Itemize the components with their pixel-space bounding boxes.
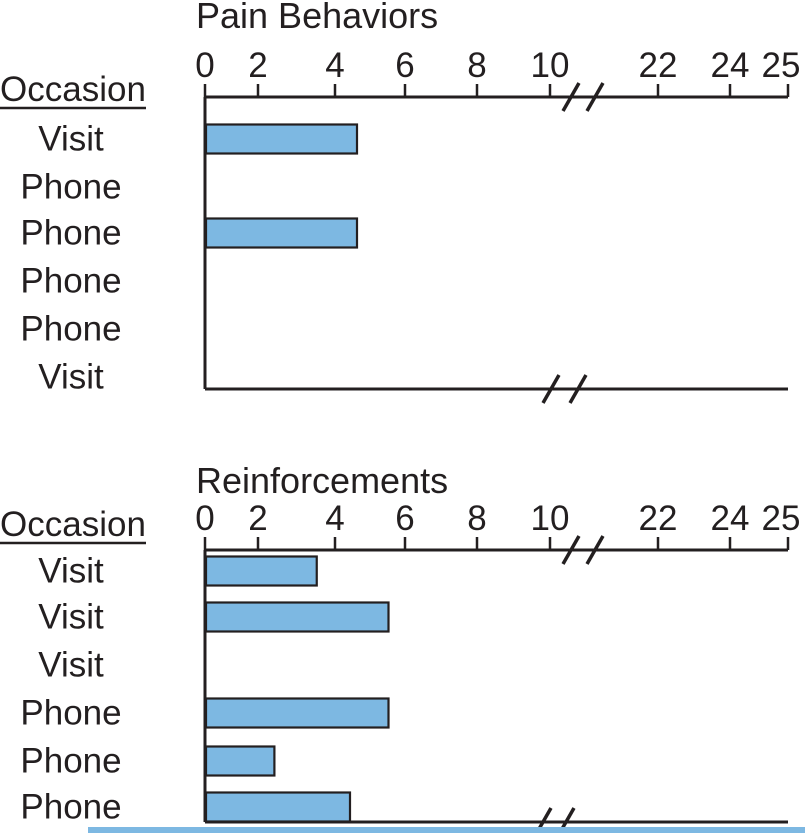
axis-tick-label: 2 (248, 46, 267, 85)
chart-title: Reinforcements (196, 460, 448, 501)
axis-tick-label: 0 (195, 499, 214, 538)
axis-tick-label: 22 (639, 499, 678, 538)
axis-break-slash (561, 535, 581, 565)
axis-tick-label: 0 (195, 46, 214, 85)
axis-tick-label: 4 (325, 499, 344, 538)
axis-tick-label: 8 (467, 499, 486, 538)
bottom-axis-break-marks (541, 374, 588, 404)
axis-tick-label: 10 (531, 46, 570, 85)
axis-tick-label: 24 (711, 499, 750, 538)
bar (204, 791, 352, 823)
occasion-column-header: Occasion (0, 70, 146, 109)
bar (204, 123, 359, 155)
axis-break-slash (541, 374, 561, 404)
axis-tick-label: 6 (395, 499, 414, 538)
axis-tick-label: 4 (325, 46, 344, 85)
axis-tick-label: 6 (395, 46, 414, 85)
axis-tick-label: 2 (248, 499, 267, 538)
axis-break-slash (585, 535, 605, 565)
row-label: Phone (20, 310, 121, 349)
bar (204, 697, 390, 729)
axis-tick-label: 22 (639, 46, 678, 85)
row-label: Visit (38, 646, 104, 685)
bar (204, 601, 390, 633)
axis-break-marks (561, 82, 605, 112)
row-label: Phone (20, 742, 121, 781)
axis-tick-label: 10 (531, 499, 570, 538)
row-label: Phone (20, 788, 121, 827)
axis-break-marks (561, 535, 605, 565)
axis-break-slash (561, 82, 581, 112)
axis-tick-label: 24 (711, 46, 750, 85)
chart-title: Pain Behaviors (196, 0, 438, 36)
occasion-column-header: Occasion (0, 505, 146, 544)
axis-tick-label: 25 (762, 46, 801, 85)
row-label: Phone (20, 694, 121, 733)
bar (204, 217, 359, 249)
bar (204, 555, 318, 587)
row-label: Phone (20, 262, 121, 301)
row-label: Visit (38, 552, 104, 591)
row-label: Phone (20, 214, 121, 253)
row-label: Phone (20, 168, 121, 207)
bottom-edge-partial-bar (88, 827, 805, 833)
bar (204, 745, 276, 777)
row-label: Visit (38, 598, 104, 637)
axis-break-slash (585, 82, 605, 112)
axis-tick-label: 8 (467, 46, 486, 85)
axis-break-slash (568, 374, 588, 404)
axis-tick-label: 25 (762, 499, 801, 538)
row-label: Visit (38, 120, 104, 159)
row-label: Visit (38, 358, 104, 397)
